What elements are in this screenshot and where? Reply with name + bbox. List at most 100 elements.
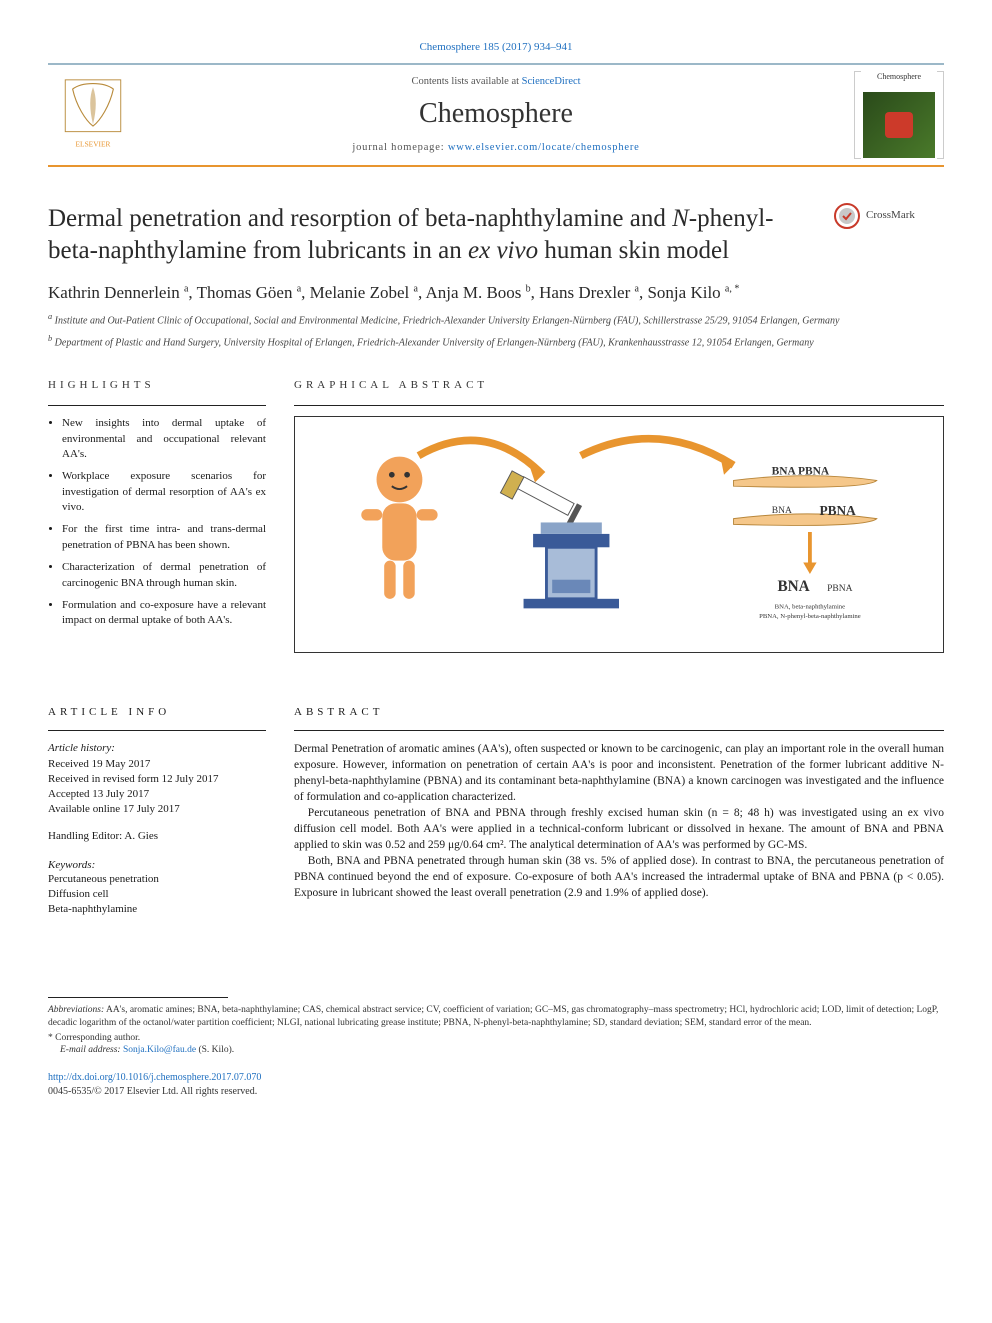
abstract-p3: Both, BNA and PBNA penetrated through hu…	[294, 853, 944, 901]
author-affil-sup: b	[526, 283, 531, 294]
affiliation-a: a Institute and Out-Patient Clinic of Oc…	[48, 311, 944, 328]
title-ital-n: N	[672, 205, 689, 232]
contents-prefix: Contents lists available at	[411, 76, 521, 87]
ga-pbna-label: PBNA	[827, 583, 853, 594]
publisher-logo-box: ELSEVIER	[48, 65, 138, 165]
author-list: Kathrin Dennerlein a, Thomas Göen a, Mel…	[48, 281, 944, 305]
author-name: Hans Drexler	[539, 283, 630, 302]
abstract-p2: Percutaneous penetration of BNA and PBNA…	[294, 805, 944, 853]
top-citation: Chemosphere 185 (2017) 934–941	[48, 40, 944, 55]
ga-person-icon	[361, 457, 437, 599]
history-online: Available online 17 July 2017	[48, 802, 266, 817]
abstract-body: Dermal Penetration of aromatic amines (A…	[294, 741, 944, 902]
email-suffix: (S. Kilo).	[196, 1045, 234, 1055]
title-part-3: human skin model	[538, 237, 729, 264]
ga-arrow-icon	[581, 439, 734, 466]
history-accepted: Accepted 13 July 2017	[48, 787, 266, 802]
divider	[48, 405, 266, 406]
page-root: Chemosphere 185 (2017) 934–941 ELSEVIER …	[0, 0, 992, 1118]
homepage-link[interactable]: www.elsevier.com/locate/chemosphere	[448, 142, 640, 153]
history-received: Received 19 May 2017	[48, 757, 266, 772]
keyword: Diffusion cell	[48, 887, 266, 902]
ga-box: BNA PBNA BNA PBNA BNA PBNA BNA, beta-nap…	[294, 416, 944, 653]
author-name: Thomas Göen	[197, 283, 293, 302]
crossmark-badge[interactable]: CrossMark	[834, 203, 944, 229]
corresponding-email-link[interactable]: Sonja.Kilo@fau.de	[123, 1045, 196, 1055]
ga-legend-bna: BNA, beta-naphthylamine	[775, 604, 845, 611]
author: Thomas Göen a	[197, 283, 302, 302]
highlights-col: HIGHLIGHTS New insights into dermal upta…	[48, 378, 266, 652]
ga-skin-strip-2: BNA PBNA	[734, 503, 877, 526]
corresponding-note: * Corresponding author.	[48, 1032, 944, 1045]
affil-text: Institute and Out-Patient Clinic of Occu…	[55, 315, 840, 326]
ga-legend-pbna: PBNA, N-phenyl-beta-naphthylamine	[759, 613, 861, 620]
author-affil-sup: a, *	[725, 283, 739, 294]
footer: Abbreviations: AA's, aromatic amines; BN…	[48, 997, 944, 1098]
author: Melanie Zobel a	[310, 283, 418, 302]
abstract-head: ABSTRACT	[294, 705, 944, 720]
divider	[294, 405, 944, 406]
affiliation-b: b Department of Plastic and Hand Surgery…	[48, 333, 944, 350]
highlights-list: New insights into dermal uptake of envir…	[48, 416, 266, 629]
author: Sonja Kilo a, *	[647, 283, 739, 302]
author: Hans Drexler a	[539, 283, 639, 302]
svg-text:BNA: BNA	[772, 505, 792, 516]
homepage-prefix: journal homepage:	[352, 142, 447, 153]
abbreviations: Abbreviations: AA's, aromatic amines; BN…	[48, 1004, 944, 1030]
doi-link[interactable]: http://dx.doi.org/10.1016/j.chemosphere.…	[48, 1072, 261, 1083]
cover-thumb-label: Chemosphere	[861, 70, 937, 90]
author: Anja M. Boos b	[426, 283, 531, 302]
sciencedirect-link[interactable]: ScienceDirect	[522, 76, 581, 87]
affil-text: Department of Plastic and Hand Surgery, …	[55, 338, 814, 349]
editor-label: Handling Editor:	[48, 830, 124, 842]
author-name: Kathrin Dennerlein	[48, 283, 180, 302]
title-ital-exvivo: ex vivo	[468, 237, 538, 264]
handling-editor: Handling Editor: A. Gies	[48, 829, 266, 844]
highlight-item: New insights into dermal uptake of envir…	[62, 416, 266, 462]
elsevier-logo: ELSEVIER	[61, 78, 125, 152]
email-line: E-mail address: Sonja.Kilo@fau.de (S. Ki…	[60, 1044, 944, 1057]
author-affil-sup: a	[635, 283, 639, 294]
title-block: Dermal penetration and resorption of bet…	[48, 203, 944, 267]
issn-copyright: 0045-6535/© 2017 Elsevier Ltd. All right…	[48, 1086, 257, 1097]
abstract-col: ABSTRACT Dermal Penetration of aromatic …	[294, 705, 944, 917]
ga-figure: BNA PBNA BNA PBNA BNA PBNA BNA, beta-nap…	[305, 427, 933, 637]
homepage-line: journal homepage: www.elsevier.com/locat…	[138, 141, 854, 155]
author-affil-sup: a	[297, 283, 301, 294]
header-center: Contents lists available at ScienceDirec…	[138, 65, 854, 165]
highlights-head: HIGHLIGHTS	[48, 378, 266, 393]
divider	[48, 730, 266, 731]
ga-syringe-icon	[500, 471, 582, 526]
crossmark-label: CrossMark	[866, 208, 915, 223]
editor-name: A. Gies	[124, 830, 158, 842]
ga-col: GRAPHICAL ABSTRACT	[294, 378, 944, 652]
ga-skin-strip-1: BNA PBNA	[734, 466, 877, 488]
title-part-1: Dermal penetration and resorption of bet…	[48, 205, 672, 232]
highlight-item: For the first time intra- and trans-derm…	[62, 522, 266, 553]
keyword: Beta-naphthylamine	[48, 902, 266, 917]
ga-bna-label: BNA	[777, 578, 809, 595]
footer-divider	[48, 997, 228, 998]
journal-name: Chemosphere	[138, 95, 854, 133]
highlight-item: Formulation and co-exposure have a relev…	[62, 598, 266, 629]
cover-thumb: Chemosphere	[861, 70, 937, 160]
cover-thumb-image	[863, 92, 935, 158]
article-info-col: ARTICLE INFO Article history: Received 1…	[48, 705, 266, 917]
crossmark-icon	[834, 203, 860, 229]
abbrev-text: AA's, aromatic amines; BNA, beta-naphthy…	[48, 1005, 938, 1028]
author: Kathrin Dennerlein a	[48, 283, 188, 302]
highlight-item: Workplace exposure scenarios for investi…	[62, 469, 266, 515]
cover-thumb-box: Chemosphere	[854, 71, 944, 159]
top-citation-link[interactable]: Chemosphere 185 (2017) 934–941	[419, 41, 572, 53]
keyword: Percutaneous penetration	[48, 872, 266, 887]
email-label: E-mail address:	[60, 1045, 123, 1055]
ga-diffusion-cell-icon	[524, 523, 619, 609]
highlight-item: Characterization of dermal penetration o…	[62, 560, 266, 591]
keywords-label: Keywords:	[48, 858, 266, 873]
doi-block: http://dx.doi.org/10.1016/j.chemosphere.…	[48, 1071, 944, 1098]
author-name: Melanie Zobel	[310, 283, 410, 302]
history-label: Article history:	[48, 741, 266, 756]
ga-arrow-icon	[419, 441, 543, 475]
article-info-head: ARTICLE INFO	[48, 705, 266, 720]
contents-line: Contents lists available at ScienceDirec…	[138, 75, 854, 89]
